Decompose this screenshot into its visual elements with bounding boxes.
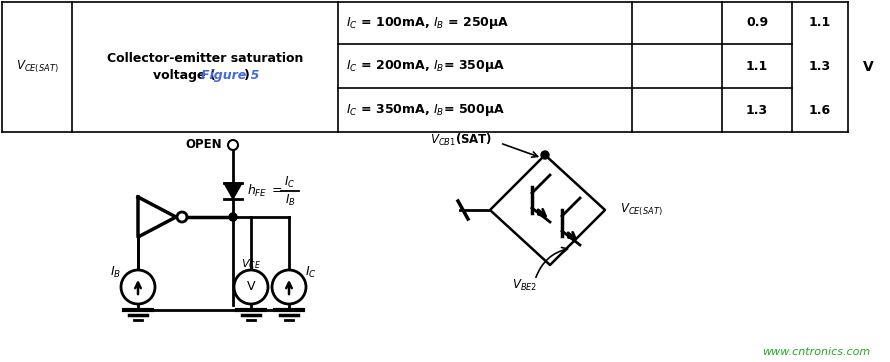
Text: $I_C$: $I_C$ bbox=[305, 265, 317, 279]
Text: $V_{CB1}$(SAT): $V_{CB1}$(SAT) bbox=[430, 132, 492, 148]
Text: Figure 5: Figure 5 bbox=[201, 70, 259, 83]
Text: 1.6: 1.6 bbox=[809, 104, 831, 117]
Text: $I_B$: $I_B$ bbox=[110, 265, 122, 279]
Circle shape bbox=[541, 151, 549, 159]
Text: $h_{FE}$: $h_{FE}$ bbox=[247, 183, 268, 199]
Text: OPEN: OPEN bbox=[185, 139, 222, 152]
Text: 1.1: 1.1 bbox=[809, 17, 831, 29]
Text: $V_{CE}$: $V_{CE}$ bbox=[241, 257, 261, 271]
Polygon shape bbox=[224, 183, 242, 199]
Text: 1.3: 1.3 bbox=[746, 104, 768, 117]
Text: 0.9: 0.9 bbox=[746, 17, 768, 29]
Text: $I_B$: $I_B$ bbox=[285, 193, 295, 207]
Text: $V_{CE(SAT)}$: $V_{CE(SAT)}$ bbox=[16, 59, 58, 75]
Text: Collector-emitter saturation: Collector-emitter saturation bbox=[107, 51, 303, 64]
Text: www.cntronics.com: www.cntronics.com bbox=[762, 347, 870, 357]
Text: $I_C$ = 350mA, $I_B$= 500μA: $I_C$ = 350mA, $I_B$= 500μA bbox=[346, 102, 505, 118]
Text: 1.3: 1.3 bbox=[809, 59, 831, 72]
Circle shape bbox=[229, 213, 237, 221]
Text: V: V bbox=[862, 60, 873, 74]
Text: $I_C$ = 100mA, $I_B$ = 250μA: $I_C$ = 100mA, $I_B$ = 250μA bbox=[346, 15, 509, 31]
Text: V: V bbox=[247, 281, 255, 294]
Text: ): ) bbox=[244, 70, 250, 83]
Text: $I_C$ = 200mA, $I_B$= 350μA: $I_C$ = 200mA, $I_B$= 350μA bbox=[346, 58, 505, 74]
Text: =: = bbox=[272, 185, 283, 198]
Text: $V_{CE(SAT)}$: $V_{CE(SAT)}$ bbox=[620, 202, 662, 218]
Text: $V_{BE2}$: $V_{BE2}$ bbox=[512, 277, 538, 292]
Text: 1.1: 1.1 bbox=[746, 59, 768, 72]
Text: voltage (: voltage ( bbox=[153, 70, 215, 83]
Text: $I_C$: $I_C$ bbox=[285, 174, 295, 190]
